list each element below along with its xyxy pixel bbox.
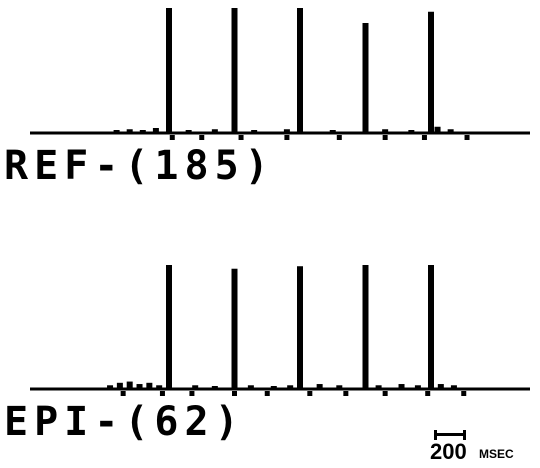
ref-tick-mark-0 (169, 135, 175, 140)
epi-noise-bar-14 (398, 384, 405, 389)
ref-peak-bar-4 (428, 11, 434, 133)
epi-peak-bar-3 (362, 265, 369, 389)
epi-peak-bar-4 (428, 265, 434, 389)
epi-noise-bar-9 (270, 386, 277, 389)
epi-noise-bar-16 (437, 384, 444, 389)
epi-panel-label: EPI-(62) (4, 399, 245, 445)
ref-noise-bar-1 (126, 129, 133, 133)
ref-tick-mark-2 (238, 135, 244, 140)
epi-noise-bar-13 (375, 385, 382, 389)
epi-tick-mark-2 (189, 391, 195, 396)
epi-noise-bar-1 (116, 382, 123, 389)
scale-value: 200 (430, 439, 467, 464)
epi-noise-bar-3 (136, 384, 143, 389)
ref-panel-label: REF-(185) (4, 143, 275, 189)
scale-unit: MSEC (479, 447, 514, 461)
ref-tick-mark-5 (382, 135, 388, 140)
epi-tick-mark-3 (232, 391, 237, 396)
epi-noise-bar-6 (192, 385, 199, 389)
epi-noise-bar-10 (287, 385, 294, 389)
ref-tick-mark-1 (199, 135, 205, 140)
epi-noise-bar-11 (316, 384, 323, 389)
epi-noise-bar-15 (414, 385, 421, 389)
time-scale-bar: 200 MSEC (430, 430, 540, 468)
epi-peak-bar-0 (166, 265, 172, 389)
ref-noise-bar-6 (251, 130, 258, 133)
ref-tick-mark-4 (336, 135, 342, 140)
epi-tick-mark-6 (343, 391, 349, 396)
epi-noise-bar-0 (107, 385, 114, 389)
epi-tick-mark-5 (307, 391, 313, 396)
ref-noise-bar-7 (283, 129, 290, 133)
ref-peak-bar-2 (297, 8, 303, 133)
ref-noise-bar-11 (434, 126, 441, 133)
epi-tick-mark-9 (461, 391, 467, 396)
epi-tick-mark-0 (120, 391, 126, 396)
ref-tick-mark-7 (464, 135, 470, 140)
epi-peak-bar-2 (297, 266, 303, 389)
ref-noise-bar-9 (382, 129, 389, 133)
ref-peak-bar-1 (231, 8, 238, 133)
epi-tick-mark-7 (382, 391, 388, 396)
epi-noise-bar-7 (211, 386, 218, 389)
epi-tick-mark-1 (159, 391, 165, 396)
epi-noise-bar-12 (336, 385, 343, 389)
ref-peak-bar-3 (362, 23, 369, 133)
epi-peak-bar-1 (231, 268, 238, 389)
ref-tick-mark-6 (421, 135, 427, 140)
ref-peak-bar-0 (166, 8, 172, 133)
epi-noise-bar-8 (247, 385, 254, 389)
epi-tick-mark-4 (264, 391, 270, 396)
ref-noise-bar-0 (113, 130, 120, 133)
epi-noise-bar-4 (146, 382, 153, 389)
ref-tick-mark-3 (284, 135, 290, 140)
epi-noise-bar-2 (126, 381, 133, 389)
ref-noise-bar-2 (139, 130, 146, 133)
ref-noise-bar-4 (185, 130, 192, 133)
ref-noise-bar-3 (152, 128, 159, 133)
epi-tick-mark-8 (425, 391, 431, 396)
ref-noise-bar-5 (211, 129, 218, 133)
ref-noise-bar-10 (408, 130, 415, 133)
epi-noise-bar-5 (156, 385, 163, 389)
scale-bar-line (434, 430, 466, 440)
ref-noise-bar-8 (329, 130, 336, 133)
epi-noise-bar-17 (450, 385, 457, 389)
ref-noise-bar-12 (447, 129, 454, 133)
